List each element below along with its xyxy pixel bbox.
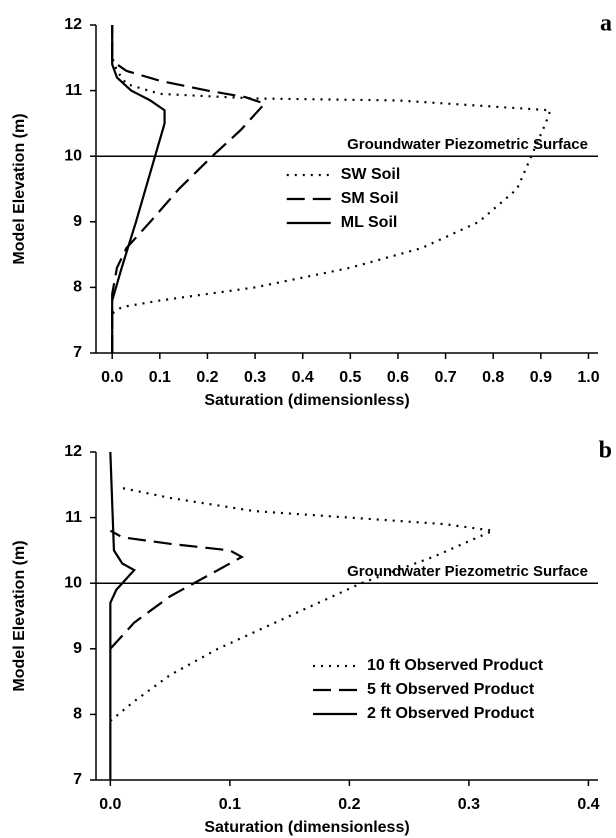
data-line: [109, 451, 137, 780]
legend-label: 10 ft Observed Product: [367, 657, 544, 674]
reference-label: Groundwater Piezometric Surface: [347, 563, 588, 580]
data-line: [111, 25, 552, 353]
legend-label: 5 ft Observed Product: [367, 681, 535, 698]
data-line: [109, 529, 245, 650]
y-tick-label: 9: [73, 640, 82, 657]
x-tick-label: 0.7: [434, 369, 456, 386]
data-line: [111, 25, 267, 353]
panel-label: b: [599, 438, 612, 464]
y-tick-label: 12: [64, 16, 82, 33]
y-tick-label: 11: [65, 82, 82, 99]
x-tick-label: 0.8: [482, 369, 504, 386]
x-tick-label: 0.9: [530, 369, 552, 386]
x-tick-label: 0.3: [244, 369, 266, 386]
panel-label: a: [600, 11, 612, 37]
legend-label: SW Soil: [341, 166, 401, 183]
x-axis-label: Saturation (dimensionless): [204, 392, 409, 409]
y-tick-label: 7: [73, 771, 82, 788]
x-tick-label: 0.4: [577, 796, 599, 813]
x-tick-label: 0.5: [339, 369, 361, 386]
legend-label: SM Soil: [341, 190, 399, 207]
x-tick-label: 0.3: [458, 796, 480, 813]
y-axis-label: Model Elevation (m): [11, 540, 28, 691]
x-tick-label: 0.6: [387, 369, 409, 386]
y-tick-label: 7: [73, 344, 82, 361]
data-line: [111, 25, 166, 353]
legend-label: ML Soil: [341, 214, 398, 231]
y-tick-label: 9: [73, 213, 82, 230]
x-tick-label: 0.2: [338, 796, 360, 813]
x-tick-label: 0.4: [292, 369, 314, 386]
x-tick-label: 0.1: [219, 796, 241, 813]
x-tick-label: 0.1: [149, 369, 171, 386]
x-tick-label: 0.0: [99, 796, 121, 813]
x-tick-label: 1.0: [577, 369, 599, 386]
y-tick-label: 12: [64, 443, 82, 460]
y-tick-label: 8: [73, 706, 82, 723]
x-tick-label: 0.2: [196, 369, 218, 386]
y-tick-label: 8: [73, 279, 82, 296]
x-axis-label: Saturation (dimensionless): [204, 819, 409, 836]
y-tick-label: 10: [64, 147, 82, 164]
y-tick-label: 10: [64, 574, 82, 591]
reference-label: Groundwater Piezometric Surface: [347, 136, 588, 153]
legend-label: 2 ft Observed Product: [367, 705, 535, 722]
y-tick-label: 11: [65, 509, 82, 526]
x-tick-label: 0.0: [101, 369, 123, 386]
y-axis-label: Model Elevation (m): [11, 113, 28, 264]
